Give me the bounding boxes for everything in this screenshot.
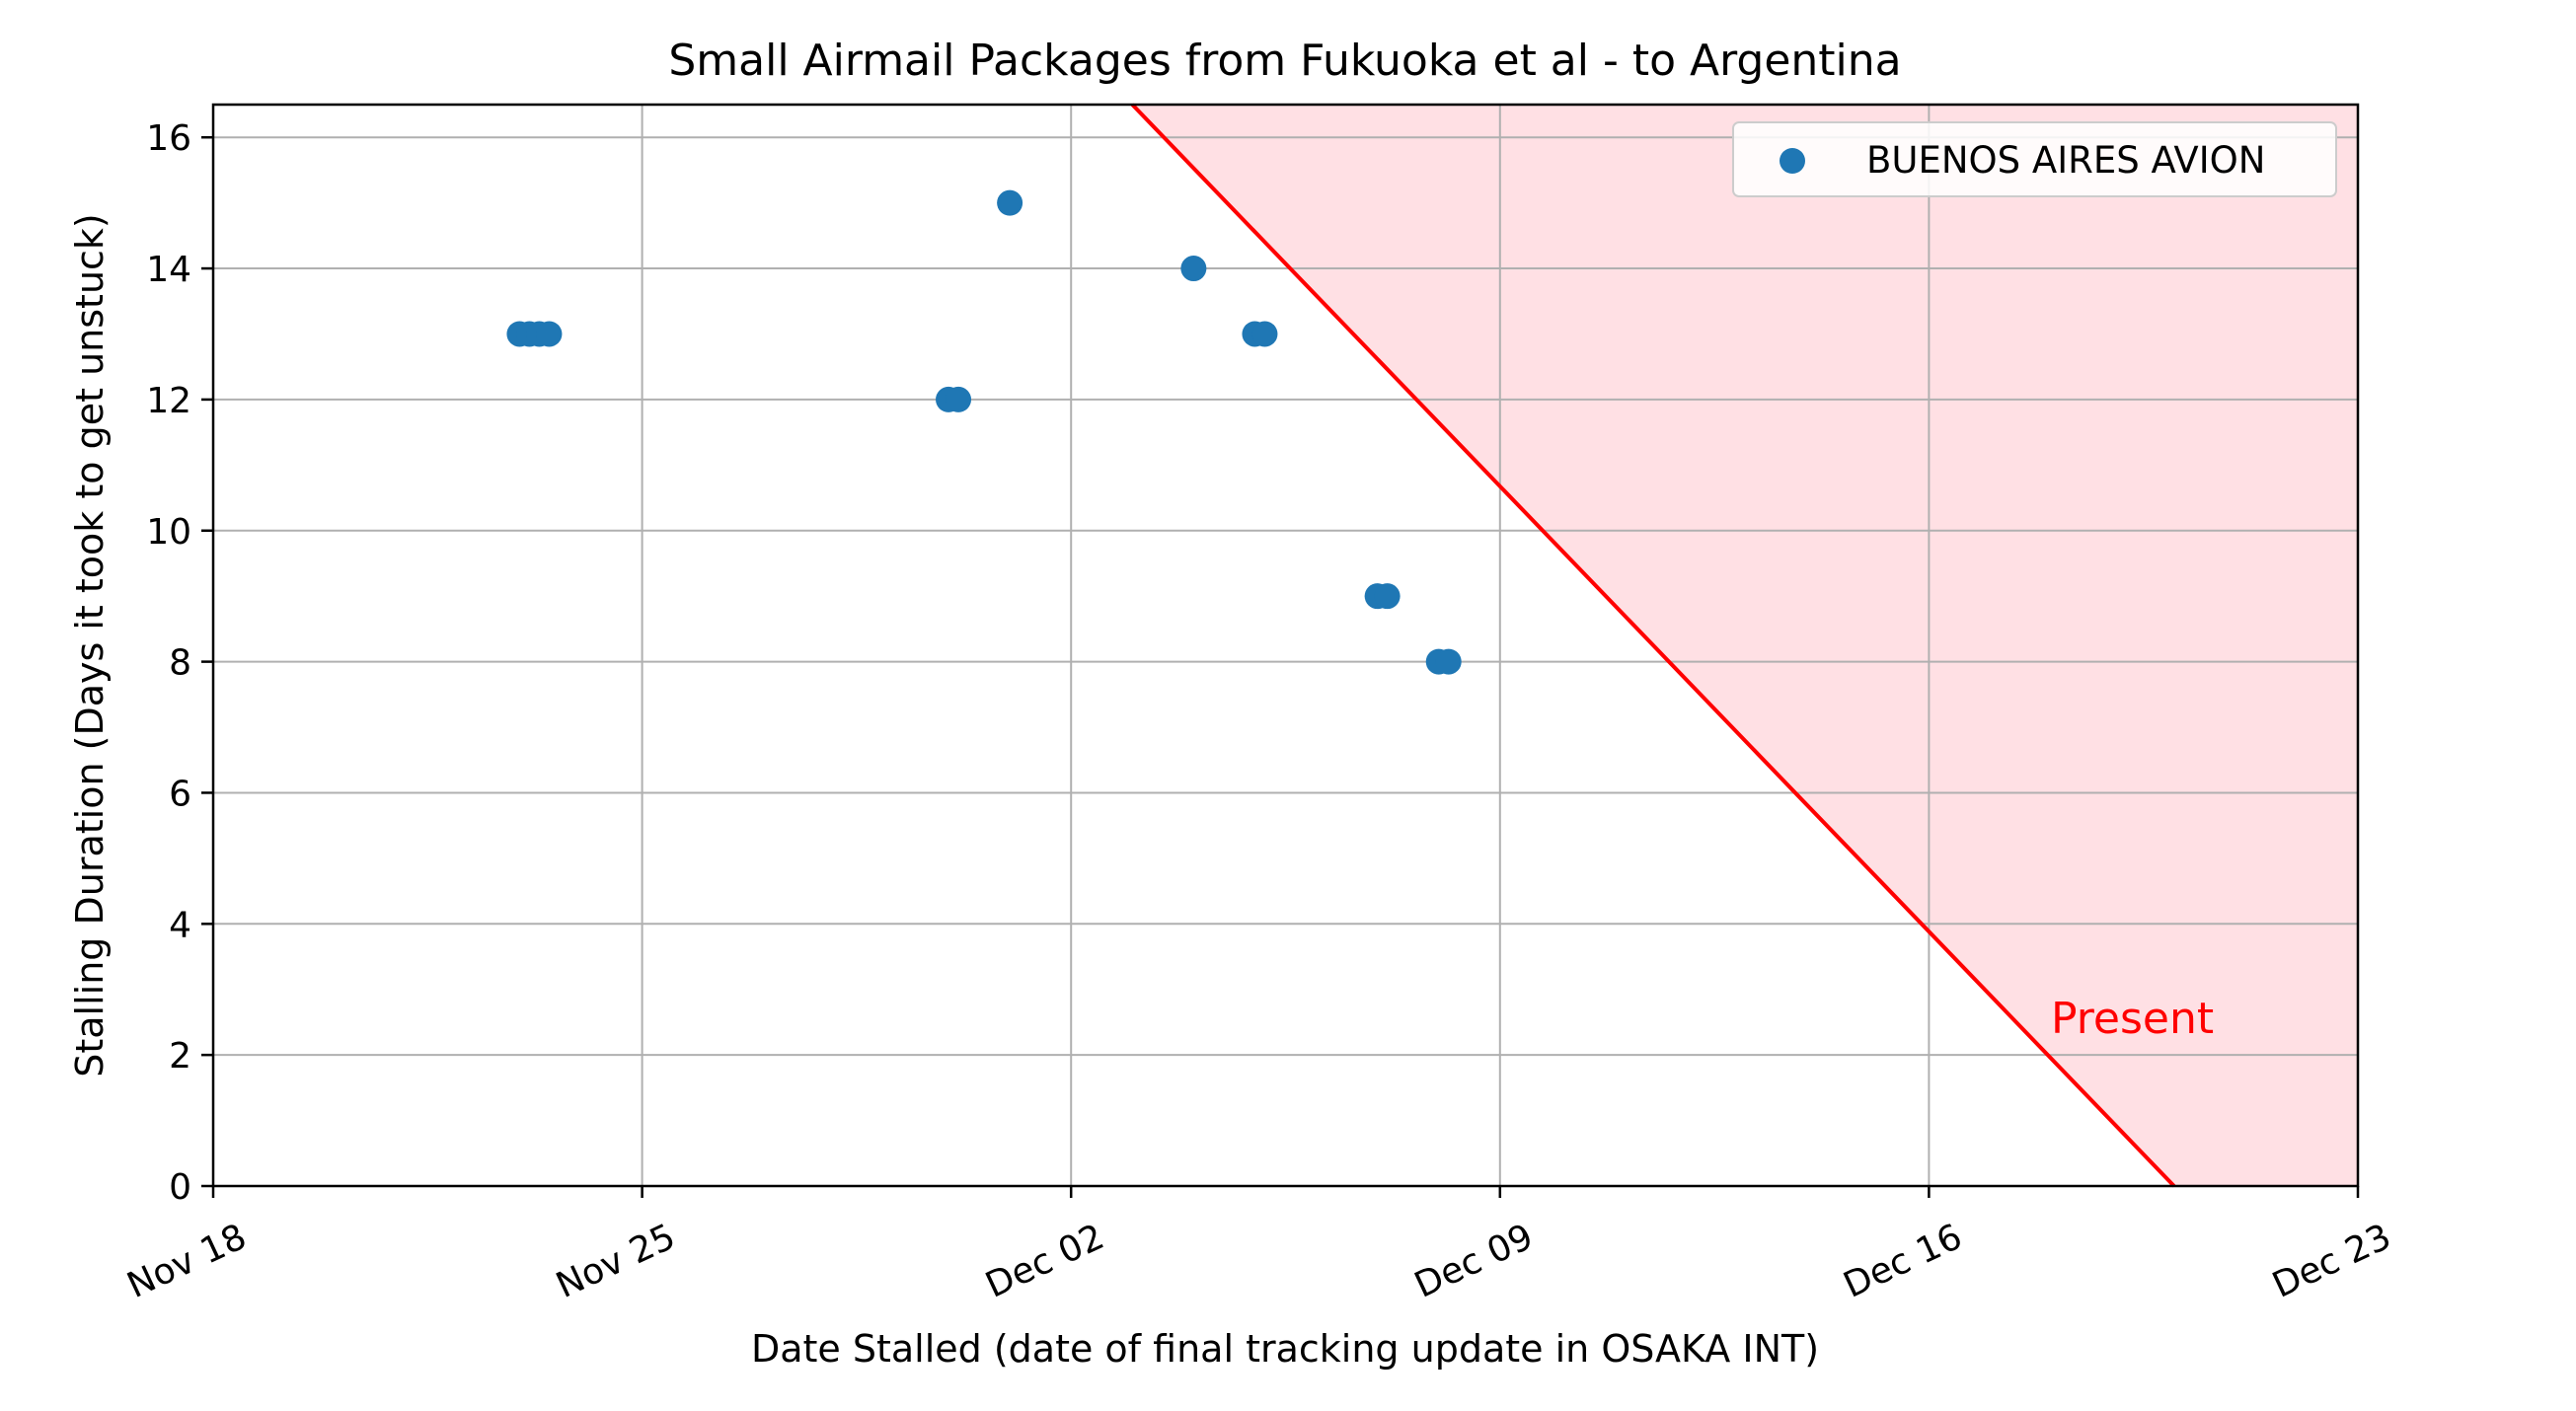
legend: BUENOS AIRES AVION [1732,121,2337,197]
y-tick-label: 16 [146,118,191,159]
y-tick-label: 2 [169,1036,191,1077]
data-point [1251,321,1278,347]
present-region [1132,105,2358,1186]
data-points [506,189,1462,675]
legend-box [1732,121,2337,197]
y-tick-label: 12 [146,381,191,421]
data-point [1180,256,1207,282]
present-shaded-area [1132,105,2358,1186]
present-annotation: Present [2051,994,2214,1044]
x-axis-label: Date Stalled (date of final tracking upd… [751,1327,1819,1371]
present-line [1130,103,2176,1188]
y-tick-label: 6 [169,774,191,814]
data-point [536,321,563,347]
y-tick-label: 10 [146,512,191,553]
y-axis-label: Stalling Duration (Days it took to get u… [68,213,112,1077]
data-point [997,189,1023,216]
y-tick-label: 0 [169,1167,191,1208]
plot-frame [211,103,2360,1188]
y-tick-label: 14 [146,250,191,290]
y-tick-label: 8 [169,643,191,684]
data-point [946,386,972,412]
y-tick-label: 4 [169,905,191,945]
present-line-segment [1130,103,2176,1188]
axis-ticks [201,135,2360,1198]
data-point [1374,583,1401,610]
legend-label: BUENOS AIRES AVION [1866,139,2265,182]
chart-title: Small Airmail Packages from Fukuoka et a… [668,36,1901,86]
legend-marker [1780,148,1805,174]
data-point [1435,648,1462,675]
